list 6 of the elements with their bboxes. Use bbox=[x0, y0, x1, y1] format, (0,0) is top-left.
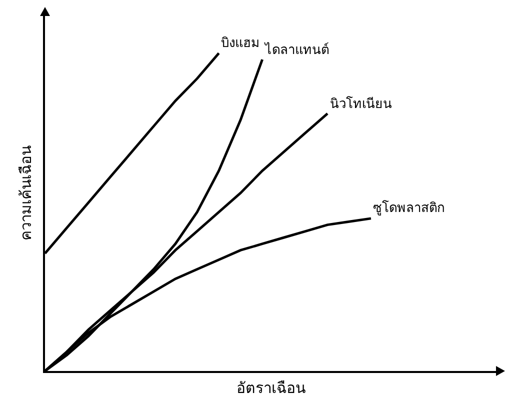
series-label: บิงแฮม bbox=[221, 36, 260, 51]
series-label: ไดลาแทนต์ bbox=[264, 42, 329, 58]
x-axis-title: อัตราเฉือน bbox=[236, 378, 306, 397]
series-label: นิวโทเนียน bbox=[330, 96, 392, 112]
y-axis-title: ความเค้นเฉือน bbox=[16, 146, 35, 240]
series-label: ซูโดพลาสติก bbox=[373, 200, 445, 216]
